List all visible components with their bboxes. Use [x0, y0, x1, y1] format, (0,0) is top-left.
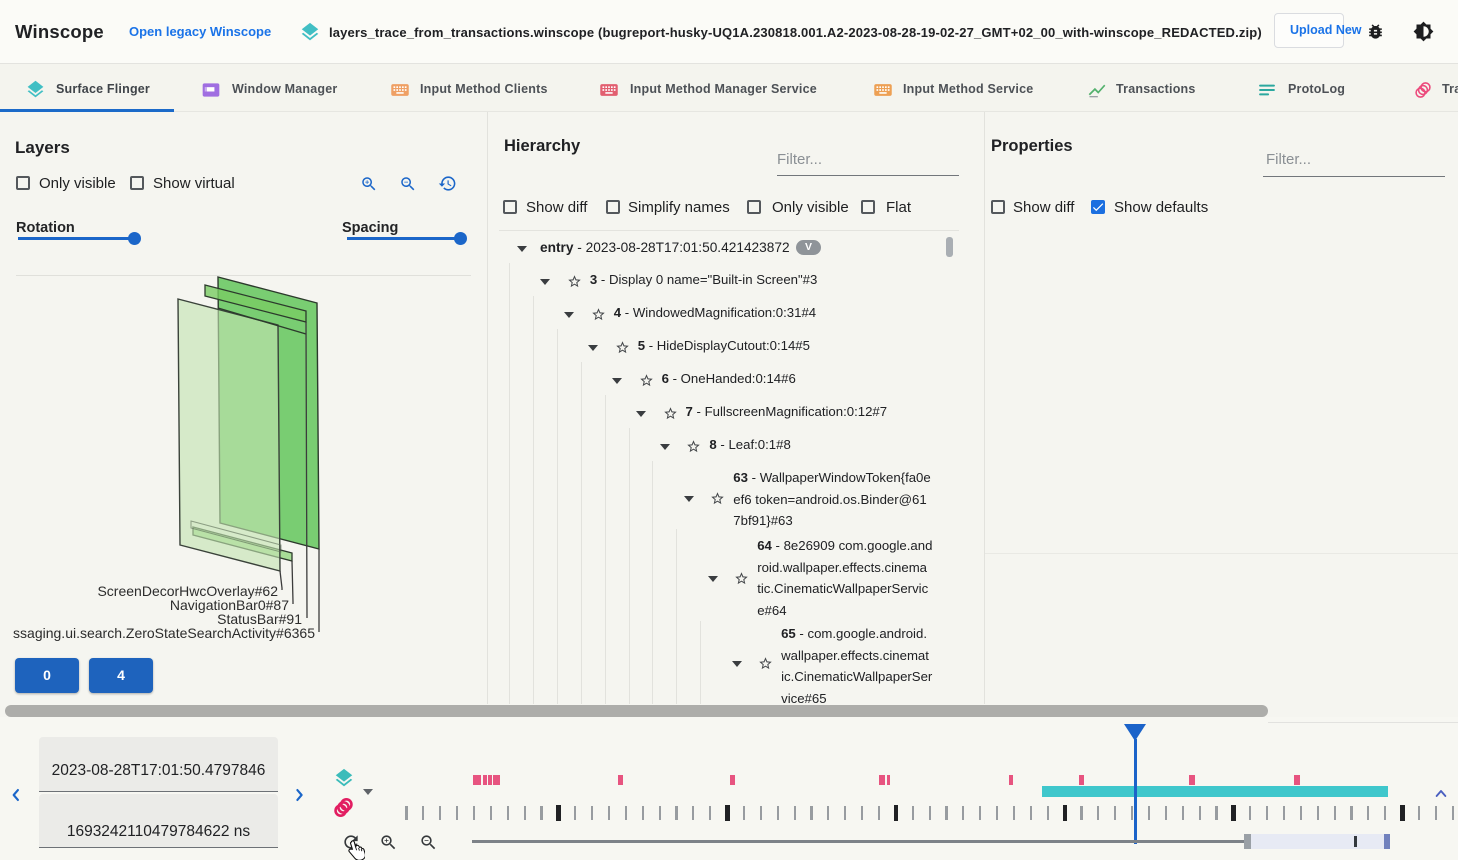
svg-text:NavigationBar0#87: NavigationBar0#87	[170, 597, 289, 613]
svg-text:ScreenDecorHwcOverlay#62: ScreenDecorHwcOverlay#62	[97, 583, 278, 599]
svg-text:ssaging.ui.search.ZeroStateSea: ssaging.ui.search.ZeroStateSearchActivit…	[13, 625, 315, 641]
svg-text:StatusBar#91: StatusBar#91	[217, 611, 302, 627]
